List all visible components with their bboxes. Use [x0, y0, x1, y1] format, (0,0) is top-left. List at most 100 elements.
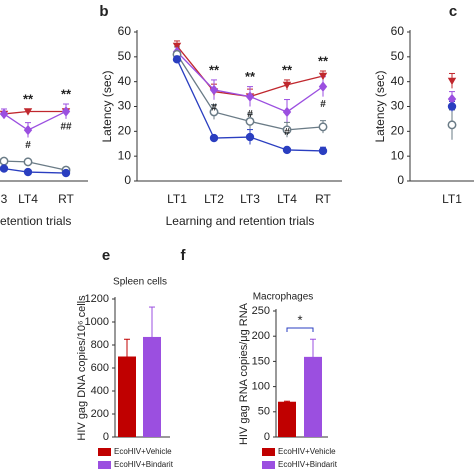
annotation: **: [318, 53, 329, 68]
series-line: [3, 160, 67, 171]
x-tick-label: LT1: [442, 192, 462, 206]
chart-title: Spleen cells: [113, 277, 167, 288]
x-tick-label: RT: [58, 192, 74, 206]
x-tick-label: LT4: [18, 192, 38, 206]
annotation: ##: [60, 122, 72, 133]
legend-label: EcoHIV+Vehicle: [278, 447, 336, 456]
bar: [118, 356, 136, 437]
marker: [245, 132, 255, 142]
legend-swatch: [98, 461, 111, 469]
y-tick-label: 0: [397, 173, 404, 187]
significance-bracket: [286, 327, 314, 332]
marker: [61, 106, 71, 117]
marker: [282, 145, 292, 155]
marker: [245, 116, 255, 126]
y-tick-label: 30: [118, 99, 132, 113]
annotation: #: [320, 99, 326, 110]
y-tick-label: 30: [391, 99, 405, 113]
y-tick-label: 50: [391, 49, 405, 63]
panel-letter: b: [99, 3, 108, 20]
chart-title: Macrophages: [253, 292, 314, 303]
y-tick-label: 1000: [85, 316, 109, 328]
marker: [0, 164, 9, 173]
x-tick-label: RT: [315, 192, 331, 206]
marker: [318, 72, 328, 81]
annotation: **: [282, 62, 293, 77]
marker: [447, 120, 457, 130]
y-tick-label: 400: [91, 385, 109, 397]
y-axis-title: Latency (sec): [100, 70, 114, 142]
panel-letter: e: [102, 247, 110, 264]
marker: [209, 133, 219, 143]
legend-swatch: [262, 448, 275, 456]
marker: [318, 146, 328, 156]
x-tick-label: LT3: [240, 192, 260, 206]
y-tick-label: 60: [391, 24, 405, 38]
y-tick-label: 10: [391, 148, 405, 162]
y-tick-label: 0: [124, 173, 131, 187]
y-tick-label: 1200: [85, 293, 109, 305]
panel-letter: c: [449, 3, 457, 20]
x-tick-label: LT2: [204, 192, 224, 206]
marker: [23, 124, 33, 136]
y-tick-label: 0: [264, 431, 270, 443]
marker: [23, 157, 33, 167]
annotation: **: [61, 86, 72, 101]
marker: [282, 106, 292, 118]
y-tick-label: 60: [118, 24, 132, 38]
x-tick-label: LT4: [277, 192, 297, 206]
bar: [143, 336, 161, 437]
marker: [23, 167, 33, 177]
panel-letter: f: [181, 247, 187, 264]
y-tick-label: 600: [91, 362, 109, 374]
marker: [282, 125, 292, 135]
legend-swatch: [262, 461, 275, 469]
y-tick-label: 250: [252, 305, 270, 317]
marker: [209, 107, 219, 117]
y-tick-label: 20: [118, 124, 132, 138]
y-tick-label: 0: [103, 431, 109, 443]
annotation: #: [25, 140, 31, 151]
y-tick-label: 100: [252, 381, 270, 393]
marker: [172, 55, 182, 64]
marker: [282, 81, 292, 90]
y-tick-label: 20: [391, 124, 405, 138]
bar: [304, 356, 322, 437]
y-tick-label: 800: [91, 339, 109, 351]
marker: [318, 81, 328, 92]
legend-swatch: [98, 448, 111, 456]
annotation: #: [284, 127, 290, 138]
y-tick-label: 10: [118, 148, 132, 162]
y-tick-label: 50: [118, 49, 132, 63]
y-tick-label: 150: [252, 355, 270, 367]
marker: [0, 156, 9, 166]
legend-label: EcoHIV+Bindarit: [278, 460, 338, 469]
marker: [23, 108, 33, 116]
y-tick-label: 200: [252, 330, 270, 342]
legend-label: EcoHIV+Vehicle: [114, 447, 172, 456]
y-tick-label: 50: [258, 406, 270, 418]
bar: [278, 401, 296, 437]
marker: [172, 42, 182, 51]
annotation: **: [209, 62, 220, 77]
y-tick-label: 200: [91, 408, 109, 420]
x-axis-title: Learning and retention trials: [166, 214, 315, 228]
y-axis-title: HIV gag DNA copies/10⁶ cells: [76, 295, 88, 441]
annotation: #: [247, 109, 253, 120]
y-tick-label: 40: [391, 74, 405, 88]
y-axis-title: HIV gag RNA copies/μg RNA: [238, 302, 250, 445]
marker: [0, 108, 9, 120]
annotation: **: [23, 91, 34, 106]
legend-label: EcoHIV+Bindarit: [114, 460, 174, 469]
series-line: [3, 110, 67, 131]
marker: [209, 84, 219, 96]
series-line: [3, 167, 67, 174]
marker: [318, 122, 328, 132]
annotation: *: [297, 312, 302, 327]
x-axis-title: etention trials: [0, 214, 71, 228]
annotation: **: [245, 69, 256, 84]
marker: [447, 93, 457, 105]
marker: [447, 102, 457, 111]
